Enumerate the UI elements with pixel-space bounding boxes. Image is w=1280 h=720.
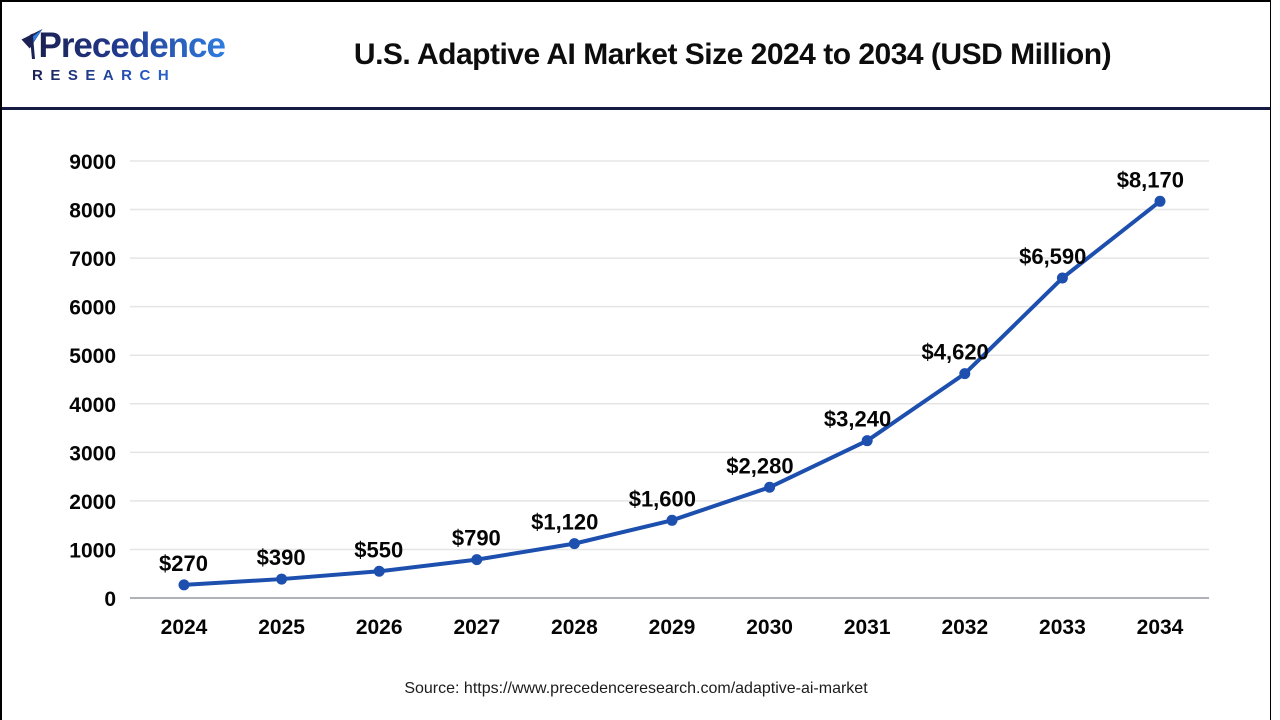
logo-tagline: RESEARCH [32,67,225,84]
y-tick-label: 4000 [69,394,116,417]
sail-icon [21,28,43,59]
x-tick-label: 2033 [1039,616,1086,639]
y-tick-label: 2000 [69,491,116,514]
data-label: $4,620 [922,340,989,365]
data-label: $3,240 [824,407,891,432]
data-point [178,579,190,591]
x-tick-label: 2024 [161,616,208,639]
logo-name: Precedence [38,25,226,65]
data-label: $790 [452,526,501,551]
y-tick-label: 5000 [69,345,116,368]
data-label: $1,120 [531,510,598,535]
header: Precedence RESEARCH U.S. Adaptive AI Mar… [2,2,1270,107]
x-tick-label: 2025 [258,616,305,639]
data-point [568,538,580,550]
y-tick-label: 1000 [69,539,116,562]
y-tick-label: 8000 [69,200,116,223]
page-title: U.S. Adaptive AI Market Size 2024 to 203… [353,37,1112,71]
data-point [471,554,483,566]
x-tick-label: 2028 [551,616,598,639]
data-point [861,435,873,447]
data-label: $390 [257,545,306,570]
line-chart: 0 1000 2000 3000 4000 5000 6000 7000 8000 9000 202… [2,110,1270,660]
logo-wordmark: Precedence [20,25,226,66]
x-tick-label: 2032 [941,616,988,639]
data-point [373,565,385,577]
x-tick-label: 2031 [844,616,891,639]
data-label: $1,600 [629,486,696,511]
data-point [1056,272,1068,284]
data-label: $2,280 [726,453,793,478]
source-text: Source: https://www.precedenceresearch.c… [404,680,868,697]
data-label: $6,590 [1019,244,1086,269]
brand-logo: Precedence RESEARCH [20,25,226,84]
data-label: $270 [159,551,208,576]
data-point [276,573,288,585]
x-tick-label: 2026 [356,616,403,639]
y-tick-label: 3000 [69,442,116,465]
data-label: $8,170 [1117,167,1184,192]
y-tick-label: 7000 [69,248,116,271]
y-tick-label: 6000 [69,297,116,320]
data-point [764,481,776,493]
x-tick-label: 2034 [1137,616,1184,639]
y-tick-label: 0 [104,588,116,611]
header-divider [2,107,1270,110]
data-point [1154,195,1166,207]
y-tick-label: 9000 [69,151,116,174]
x-tick-label: 2030 [746,616,793,639]
chart-canvas: 0 1000 2000 3000 4000 5000 6000 7000 8000 9000 202… [69,151,1209,639]
x-tick-label: 2027 [453,616,500,639]
data-point [959,368,971,380]
data-label: $550 [354,537,403,562]
data-point [666,514,678,526]
x-tick-label: 2029 [649,616,696,639]
